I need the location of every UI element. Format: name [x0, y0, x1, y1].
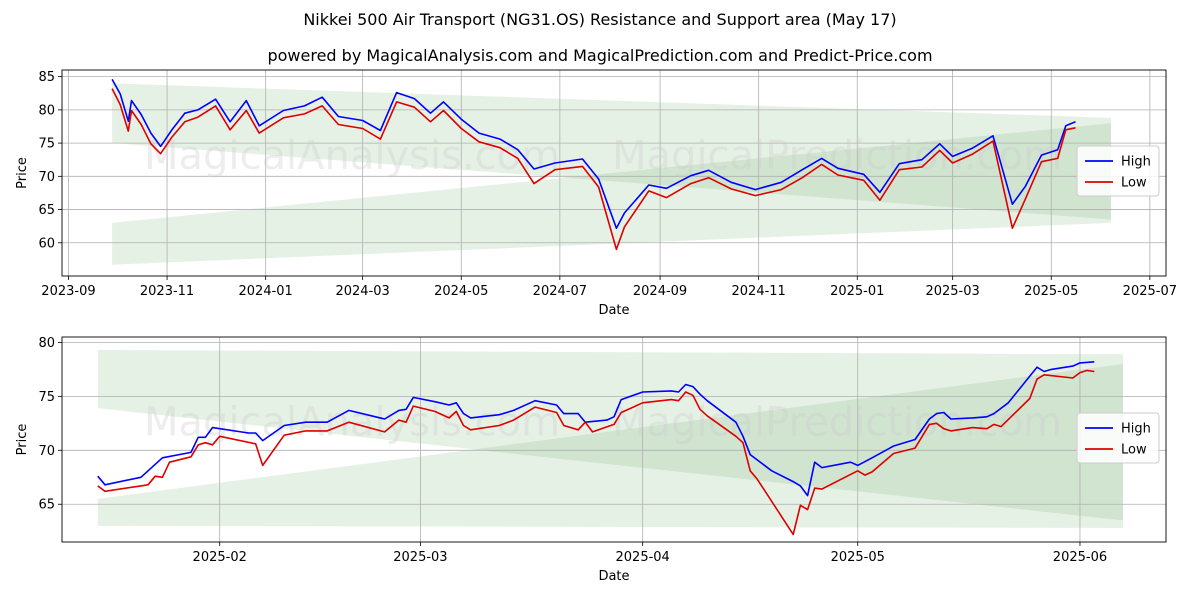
legend-label-low: Low: [1121, 176, 1147, 191]
x-tick-label: 2025-05: [831, 550, 885, 565]
watermark-text: MagicalPrediction.com: [612, 133, 1062, 179]
y-tick-label: 75: [38, 390, 55, 405]
y-tick-label: 70: [38, 170, 55, 185]
x-tick-label: 2025-05: [1024, 284, 1078, 299]
x-tick-label: 2023-09: [41, 284, 95, 299]
legend-label-high: High: [1121, 155, 1151, 170]
x-tick-label: 2025-02: [193, 550, 247, 565]
x-tick-label: 2023-11: [140, 284, 194, 299]
y-tick-label: 65: [38, 203, 55, 218]
y-tick-label: 65: [38, 498, 55, 513]
chart-panel-recent-range: 2025-02 2025-03 2025-04 2025-05 2025-06 65 70 7…: [15, 336, 1167, 584]
legend-label-low: Low: [1121, 443, 1147, 458]
y-tick-label: 80: [38, 336, 55, 351]
y-tick-label: 70: [38, 444, 55, 459]
watermark-text: MagicalAnalysis.com: [144, 133, 560, 179]
watermark-text: MagicalPrediction.com: [612, 399, 1062, 445]
legend-box: [1076, 145, 1160, 197]
x-tick-label: 2025-03: [393, 550, 447, 565]
series-line-high: [111, 78, 1076, 229]
legend-label-high: High: [1121, 422, 1151, 437]
y-tick-label: 80: [38, 103, 55, 118]
x-tick-label: 2025-06: [1053, 550, 1107, 565]
legend: High Low: [1076, 145, 1160, 197]
series-line-low: [97, 369, 1095, 536]
x-tick-label: 2025-04: [616, 550, 670, 565]
x-tick-label: 2024-07: [533, 284, 587, 299]
x-tick-label: 2025-07: [1123, 284, 1177, 299]
legend-box: [1076, 412, 1160, 464]
y-tick-label: 75: [38, 137, 55, 152]
chart-subtitle: powered by MagicalAnalysis.com and Magic…: [267, 46, 933, 65]
x-axis-label: Date: [598, 303, 629, 318]
x-tick-label: 2024-01: [239, 284, 293, 299]
x-axis-label: Date: [598, 569, 629, 584]
axes-frame: [61, 69, 1167, 277]
support-band: [112, 123, 1112, 265]
support-band: [97, 363, 1123, 528]
x-tick-label: 2024-03: [335, 284, 389, 299]
x-tick-label: 2025-03: [925, 284, 979, 299]
series-line-low: [111, 88, 1076, 251]
x-tick-label: 2024-09: [633, 284, 687, 299]
chart-title: Nikkei 500 Air Transport (NG31.OS) Resis…: [303, 10, 897, 29]
x-tick-label: 2025-01: [830, 284, 884, 299]
y-tick-label: 60: [38, 236, 55, 251]
resistance-band: [112, 83, 1112, 220]
x-tick-label: 2024-11: [732, 284, 786, 299]
y-axis-label: Price: [15, 424, 30, 456]
legend: High Low: [1076, 412, 1160, 464]
y-axis-label: Price: [15, 157, 30, 189]
axes-frame: [61, 336, 1167, 543]
x-tick-label: 2024-05: [434, 284, 488, 299]
resistance-band: [97, 349, 1123, 521]
y-tick-label: 85: [38, 70, 55, 85]
series-line-high: [97, 361, 1095, 497]
chart-panel-full-range: 2023-09 2023-11 2024-01 2024-03 2024-05 2024-…: [15, 69, 1177, 318]
